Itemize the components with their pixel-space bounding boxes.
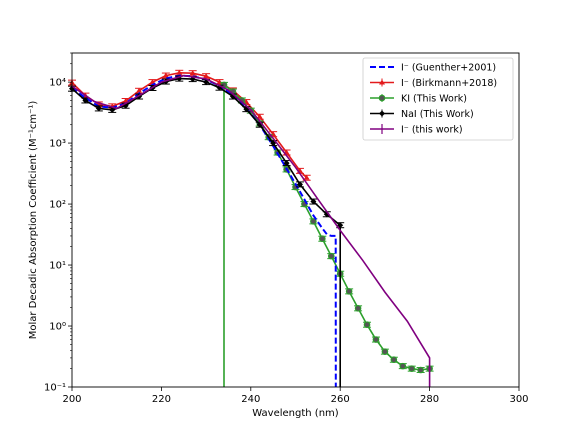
data-point: [109, 106, 116, 113]
series-4: [71, 74, 431, 387]
data-point: [310, 218, 317, 225]
y-tick-label: 10³: [49, 139, 66, 150]
data-point: [303, 174, 310, 180]
y-tick-label: 10⁻¹: [44, 383, 66, 394]
legend-label: I⁻ (this work): [401, 125, 463, 136]
legend-item: KI (This Work): [370, 94, 467, 105]
x-axis-label: Wavelength (nm): [252, 408, 338, 419]
data-point: [95, 105, 102, 112]
x-tick-label: 260: [331, 394, 350, 405]
data-point: [381, 348, 389, 355]
y-tick-label: 10²: [49, 200, 66, 211]
x-tick-label: 300: [509, 394, 528, 405]
y-tick-label: 10⁴: [49, 78, 66, 89]
legend-item: I⁻ (Birkmann+2018): [370, 78, 497, 89]
data-point: [256, 113, 263, 119]
legend-label: I⁻ (Guenther+2001): [401, 63, 496, 74]
data-point: [337, 222, 344, 229]
legend-label: NaI (This Work): [401, 109, 474, 120]
legend-label: KI (This Work): [401, 94, 467, 105]
data-point: [270, 140, 277, 147]
legend-marker: [379, 79, 385, 85]
data-point: [390, 356, 398, 364]
legend: I⁻ (Guenther+2001) I⁻ (Birkmann+2018) KI (…: [362, 57, 514, 141]
y-axis-label: Molar Decadic Absorption Coefficient (M⁻…: [28, 101, 39, 340]
data-point: [354, 305, 362, 312]
data-point: [372, 336, 380, 343]
x-axis: 200 220 240 260 280 300: [62, 387, 529, 405]
data-point: [203, 73, 210, 79]
series-layer: [68, 69, 434, 388]
plot-frame: [71, 52, 520, 388]
data-point: [203, 79, 210, 86]
series-line: [71, 74, 431, 387]
data-point: [363, 321, 371, 329]
legend-item: I⁻ (Guenther+2001): [370, 63, 496, 74]
data-point: [136, 87, 143, 93]
legend-marker: [378, 94, 386, 102]
legend-box: [362, 57, 514, 141]
data-point: [408, 365, 416, 372]
y-axis: 10⁻¹ 10⁰ 10¹ 10² 10³ 10⁴: [44, 52, 72, 394]
data-point: [149, 79, 156, 85]
x-tick-label: 280: [420, 394, 439, 405]
legend-item: NaI (This Work): [370, 109, 474, 120]
data-point: [399, 362, 407, 370]
x-tick-label: 200: [62, 394, 81, 405]
data-point: [176, 69, 183, 75]
data-point: [82, 97, 89, 104]
legend-label: I⁻ (Birkmann+2018): [401, 78, 497, 89]
data-point: [310, 198, 317, 205]
data-point: [296, 181, 303, 188]
legend-marker: [379, 110, 385, 117]
y-tick-label: 10⁰: [49, 322, 66, 333]
legend-item: I⁻ (this work): [370, 124, 463, 136]
y-tick-label: 10¹: [49, 261, 66, 272]
data-point: [283, 160, 290, 167]
data-point: [327, 252, 335, 260]
data-point: [189, 70, 196, 76]
data-point: [417, 366, 424, 374]
data-point: [162, 72, 169, 78]
data-point: [319, 235, 326, 243]
x-tick-label: 240: [241, 394, 260, 405]
data-point: [345, 288, 353, 295]
x-tick-label: 220: [152, 394, 171, 405]
